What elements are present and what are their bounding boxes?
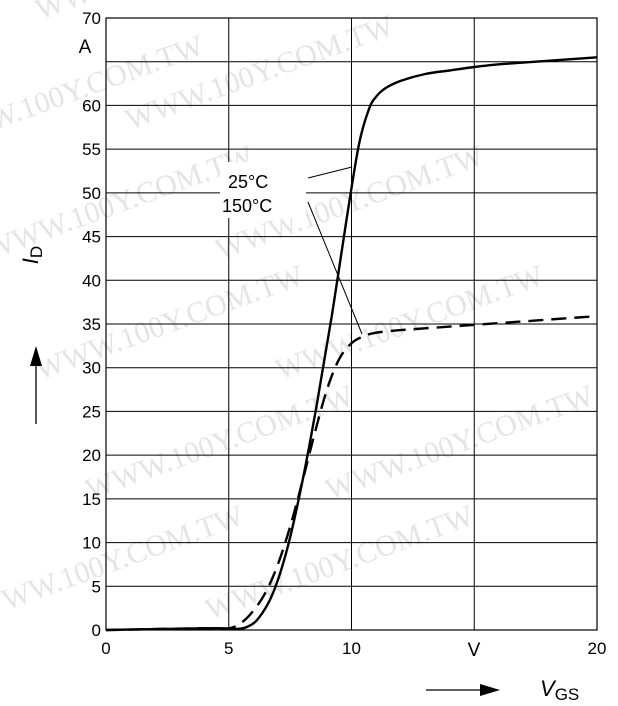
x-tick-label: 20 <box>588 639 607 658</box>
x-axis-label: VGS <box>540 676 579 704</box>
y-tick-label: 5 <box>92 577 101 596</box>
x-axis-subscript: GS <box>555 685 580 704</box>
series-line-150c <box>105 314 598 632</box>
y-tick-label: 70 <box>82 9 101 28</box>
x-tick-labels: 0 5 10 20 <box>101 639 606 658</box>
x-tick-label: 10 <box>342 639 361 658</box>
y-axis-subscript: D <box>27 246 46 258</box>
y-tick-labels: 0 5 10 15 20 25 30 35 40 45 50 55 60 70 <box>82 9 101 640</box>
x-tick-label: 0 <box>101 639 110 658</box>
y-tick-label: 35 <box>82 315 101 334</box>
y-tick-label: 50 <box>82 184 101 203</box>
watermark-text: WWW.100Y.COM.TW <box>321 379 598 507</box>
legend: 25°C 150°C <box>220 162 363 335</box>
y-tick-label: 15 <box>82 490 101 509</box>
leader-line-25c <box>307 166 353 179</box>
y-tick-label: 0 <box>92 621 101 640</box>
y-axis-title: ID <box>18 246 46 424</box>
y-unit-label: A <box>79 37 92 58</box>
grid-lines <box>105 17 598 631</box>
y-tick-label: 10 <box>82 534 101 553</box>
y-tick-label: 60 <box>82 96 101 115</box>
y-tick-label: 40 <box>82 271 101 290</box>
y-axis-label: ID <box>18 246 46 264</box>
y-tick-label: 55 <box>82 140 101 159</box>
x-axis-symbol: V <box>540 676 557 701</box>
x-unit-label: V <box>468 640 481 661</box>
legend-label-150c: 150°C <box>222 196 272 216</box>
y-tick-label: 20 <box>82 446 101 465</box>
legend-background <box>220 162 306 218</box>
y-tick-label: 30 <box>82 359 101 378</box>
y-tick-label: 25 <box>82 402 101 421</box>
watermark-text: WWW.100Y.COM.TW <box>31 0 308 27</box>
leader-line-150c <box>307 201 363 335</box>
x-axis-title: VGS <box>426 676 579 704</box>
x-tick-label: 5 <box>224 639 233 658</box>
y-axis-symbol: I <box>18 258 43 264</box>
series-layer <box>105 56 598 632</box>
y-tick-label: 45 <box>82 228 101 247</box>
x-axis-arrow-head <box>480 684 500 696</box>
y-axis-arrow-head <box>30 346 42 366</box>
plot-frame <box>105 17 598 631</box>
series-line-25c <box>105 56 598 632</box>
legend-label-25c: 25°C <box>228 172 268 192</box>
